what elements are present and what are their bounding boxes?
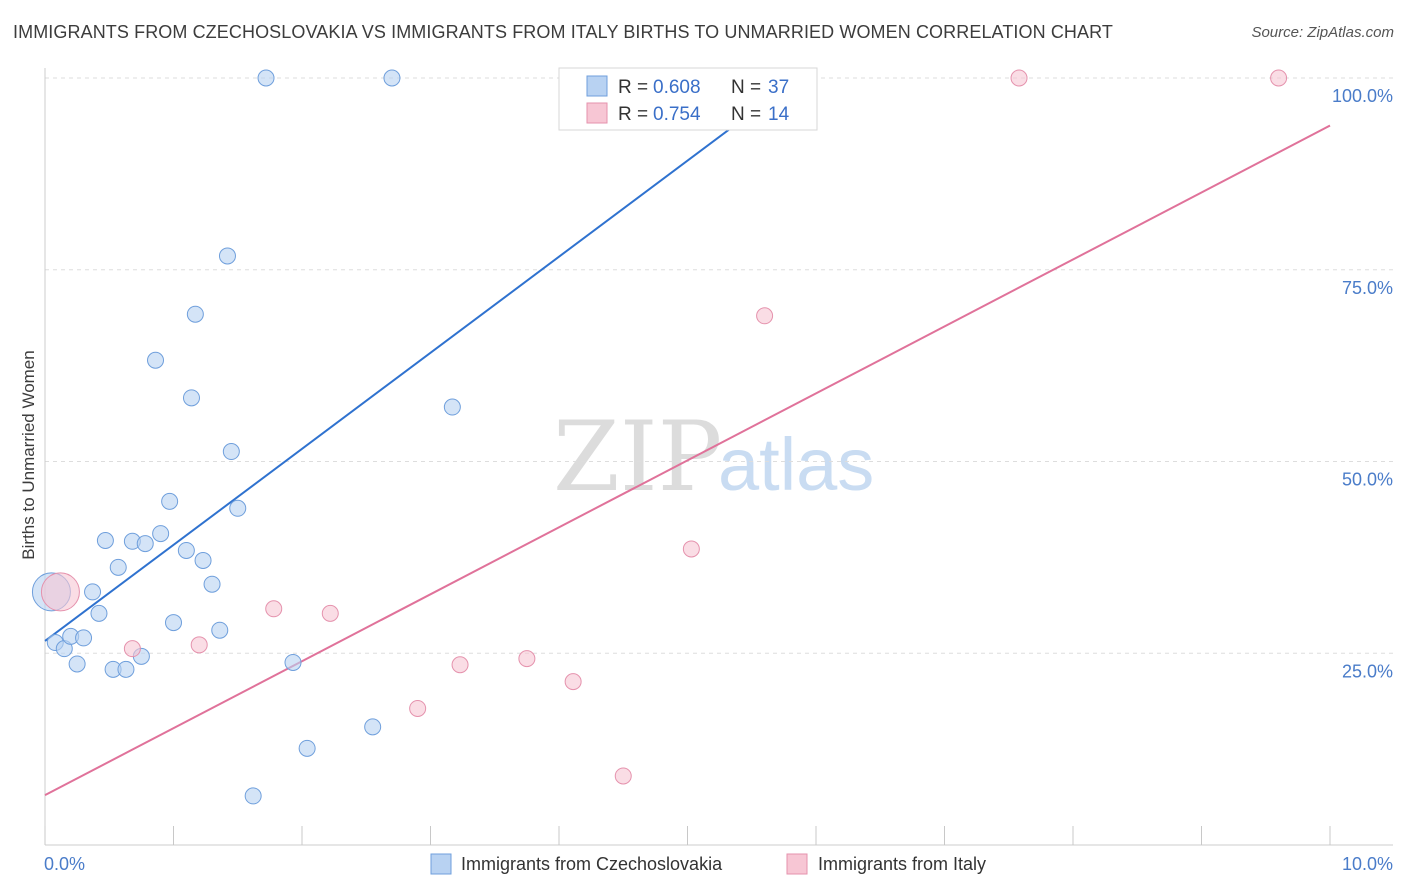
point-italy xyxy=(756,307,774,325)
point-czechoslovakia xyxy=(229,499,247,517)
legend-swatch-italy xyxy=(586,102,608,124)
watermark: ZIP atlas xyxy=(553,401,874,513)
point-italy xyxy=(564,673,582,691)
point-czechoslovakia xyxy=(68,655,86,673)
point-czechoslovakia xyxy=(298,739,316,757)
source-credit: Source: ZipAtlas.com xyxy=(1251,24,1394,41)
point-czechoslovakia xyxy=(383,69,401,87)
series-swatch-czechoslovakia xyxy=(430,853,452,875)
chart-title: IMMIGRANTS FROM CZECHOSLOVAKIA VS IMMIGR… xyxy=(13,22,1113,42)
point-italy xyxy=(1270,69,1288,87)
point-czechoslovakia xyxy=(90,604,108,622)
point-italy xyxy=(518,650,536,668)
point-czechoslovakia xyxy=(147,351,165,369)
gridlines xyxy=(45,77,1393,654)
watermark-zip: ZIP xyxy=(553,401,722,513)
y-tick-label-50: 50.0% xyxy=(1342,470,1393,490)
point-czechoslovakia xyxy=(84,583,102,601)
point-czechoslovakia xyxy=(284,653,302,671)
point-czechoslovakia xyxy=(218,247,236,265)
point-italy xyxy=(265,600,283,618)
point-italy xyxy=(409,699,427,717)
x-tick-label-min: 0.0% xyxy=(44,854,85,874)
point-czechoslovakia xyxy=(364,718,382,736)
point-czechoslovakia xyxy=(96,532,114,550)
series-label-czechoslovakia: Immigrants from Czechoslovakia xyxy=(461,854,723,874)
series-legend: Immigrants from Czechoslovakia Immigrant… xyxy=(430,853,986,875)
watermark-atlas: atlas xyxy=(718,423,874,506)
point-czechoslovakia xyxy=(194,551,212,569)
point-italy xyxy=(614,767,632,785)
legend-n-value-italy: 14 xyxy=(768,104,790,125)
correlation-legend: R = 0.608 N = 37 R = 0.754 N = 14 xyxy=(558,67,818,131)
point-czechoslovakia xyxy=(203,575,221,593)
point-czechoslovakia xyxy=(257,69,275,87)
legend-swatch-czechoslovakia xyxy=(586,75,608,97)
legend-r-label-czechoslovakia: R = xyxy=(618,77,648,98)
trendline-italy xyxy=(44,124,1331,797)
legend-n-value-czechoslovakia: 37 xyxy=(768,77,789,98)
legend-r-value-czechoslovakia: 0.608 xyxy=(653,77,701,98)
point-italy xyxy=(1010,69,1028,87)
series-label-italy: Immigrants from Italy xyxy=(818,854,986,874)
trendline-czechoslovakia xyxy=(44,73,804,642)
y-axis-title: Births to Unmarried Women xyxy=(19,350,38,559)
point-italy xyxy=(123,640,141,658)
point-italy xyxy=(451,656,469,674)
x-tick-label-max: 10.0% xyxy=(1342,854,1393,874)
point-czechoslovakia xyxy=(182,389,200,407)
y-tick-label-100: 100.0% xyxy=(1332,86,1393,106)
legend-n-label-czechoslovakia: N = xyxy=(731,77,761,98)
point-czechoslovakia xyxy=(186,305,204,323)
point-czechoslovakia xyxy=(165,614,182,632)
legend-n-label-italy: N = xyxy=(731,104,761,125)
point-czechoslovakia xyxy=(177,541,195,559)
point-czechoslovakia xyxy=(75,629,93,647)
legend-r-value-italy: 0.754 xyxy=(653,104,701,125)
point-czechoslovakia xyxy=(443,398,461,416)
point-czechoslovakia xyxy=(222,443,240,461)
point-czechoslovakia xyxy=(211,621,229,639)
point-italy xyxy=(190,636,208,654)
point-czechoslovakia xyxy=(244,787,262,805)
axes xyxy=(44,68,1393,846)
y-tick-labels: 25.0% 50.0% 75.0% 100.0% xyxy=(1332,86,1393,681)
legend-r-label-italy: R = xyxy=(618,104,648,125)
series-swatch-italy xyxy=(786,853,808,875)
trendlines xyxy=(44,73,1331,797)
point-czechoslovakia xyxy=(136,535,154,553)
data-points xyxy=(31,69,1288,805)
point-czechoslovakia xyxy=(161,492,179,510)
point-czechoslovakia xyxy=(152,525,170,543)
y-tick-label-25: 25.0% xyxy=(1342,661,1393,681)
point-italy xyxy=(682,540,700,558)
point-czechoslovakia xyxy=(117,660,135,678)
point-italy xyxy=(321,604,339,622)
point-italy xyxy=(40,572,80,612)
y-tick-label-75: 75.0% xyxy=(1342,278,1393,298)
point-czechoslovakia xyxy=(109,558,127,576)
